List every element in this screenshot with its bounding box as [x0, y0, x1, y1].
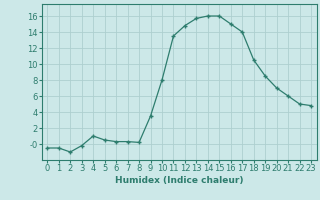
X-axis label: Humidex (Indice chaleur): Humidex (Indice chaleur) [115, 176, 244, 185]
